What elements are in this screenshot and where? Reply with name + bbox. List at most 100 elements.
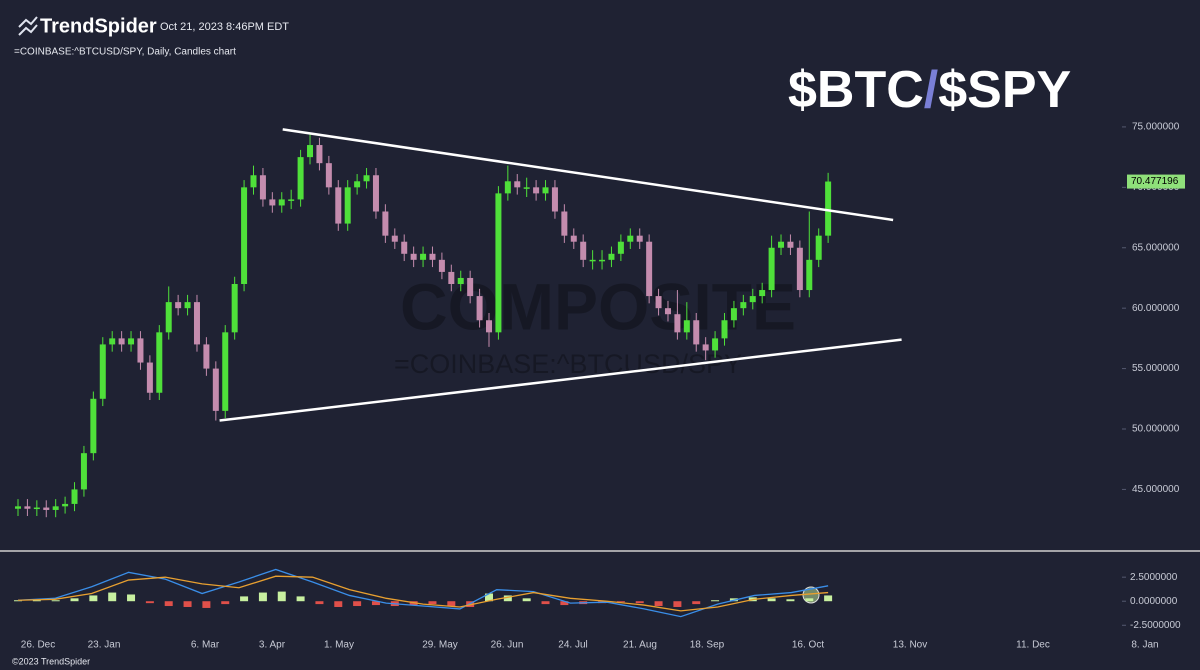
candle-body [580, 241, 587, 260]
macd-histogram-bar [711, 600, 720, 602]
candle-body [570, 235, 577, 242]
candle-body [165, 302, 172, 333]
candle-body [344, 187, 351, 224]
macd-histogram-bar [334, 601, 343, 607]
candle-body [193, 302, 200, 345]
candle-body [655, 296, 662, 309]
macd-histogram-bar [616, 601, 625, 603]
candle-body [448, 271, 455, 284]
macd-histogram-bar [692, 601, 701, 605]
candle-body [184, 302, 191, 309]
candle-body [778, 241, 785, 248]
macd-histogram-bar [522, 598, 531, 602]
macd-histogram-bar [767, 598, 776, 602]
candle-body [231, 284, 238, 333]
macd-y-tick-label: -2.5000000 [1130, 620, 1181, 631]
x-tick-label: 3. Apr [259, 640, 286, 651]
macd-histogram-bar [145, 601, 154, 604]
macd-y-tick-label: 0.0000000 [1130, 596, 1178, 607]
footer: ©2023 TrendSpider [12, 656, 90, 666]
y-tick-label: 75.000000 [1132, 122, 1180, 133]
macd-histogram-bar [89, 595, 98, 602]
title-part: / [924, 61, 938, 119]
y-tick-label: 50.000000 [1132, 424, 1180, 435]
candle-body [674, 314, 681, 333]
candle-body [787, 241, 794, 248]
candle-body [146, 362, 153, 393]
candle-body [815, 235, 822, 260]
candle-body [693, 320, 700, 345]
candle-body [80, 453, 87, 490]
symbol-line: =COINBASE:^BTCUSD/SPY, Daily, Candles ch… [14, 47, 236, 58]
x-tick-label: 16. Oct [792, 640, 824, 651]
candle-body [806, 259, 813, 291]
macd-histogram-bar [673, 601, 682, 607]
candle-body [486, 320, 492, 333]
logo-icon [18, 16, 38, 36]
macd-histogram-bar [296, 596, 305, 602]
candle-body [175, 302, 182, 309]
candle-body [683, 320, 690, 333]
candle-body [476, 296, 483, 321]
candle-body [222, 332, 229, 411]
candle-body [467, 277, 474, 297]
x-tick-label: 26. Jun [491, 640, 524, 651]
x-tick-label: 13. Nov [893, 640, 927, 651]
candle-body [702, 344, 709, 351]
macd-histogram-bar [258, 592, 267, 602]
title-part: $BTC [788, 61, 924, 119]
candle-body [599, 259, 606, 262]
candle-body [391, 235, 398, 242]
y-tick-label: 45.000000 [1132, 484, 1180, 495]
candle-body [33, 507, 40, 510]
candle-body [627, 235, 634, 242]
x-tick-label: 21. Aug [623, 640, 657, 651]
macd-histogram-bar [447, 601, 456, 607]
candle-body [297, 157, 304, 200]
macd-histogram-bar [503, 595, 512, 602]
candle-body [740, 302, 747, 309]
candle-body [203, 344, 210, 369]
last-price-label: 70.477196 [1131, 176, 1179, 187]
x-tick-label: 8. Jan [1131, 640, 1158, 651]
candle-body [401, 241, 408, 254]
watermark: COMPOSITE [400, 269, 796, 343]
last-price-box [1127, 174, 1185, 189]
y-tick-label: 65.000000 [1132, 242, 1180, 253]
macd-histogram-bar [51, 600, 60, 602]
candle-body [15, 506, 21, 509]
candle-body [533, 187, 540, 194]
title-part: $SPY [938, 61, 1071, 119]
candle-body [429, 253, 436, 260]
x-tick-label: 29. May [422, 640, 458, 651]
macd-histogram-bar [485, 593, 493, 602]
x-tick-label: 26. Dec [21, 640, 55, 651]
candle-body [382, 211, 389, 236]
candle-body [118, 338, 125, 345]
candle-body [664, 308, 671, 315]
x-tick-label: 6. Mar [191, 640, 220, 651]
candle-body [90, 398, 97, 454]
candle-body [420, 253, 427, 260]
candle-body [128, 338, 135, 345]
candle-body [241, 187, 248, 284]
macd-histogram-bar [127, 594, 136, 602]
macd-histogram-bar [541, 601, 550, 605]
candle-body [608, 253, 615, 260]
candle-body [768, 247, 775, 291]
candle-body [617, 241, 624, 254]
macd-line [17, 575, 829, 612]
candle-body [250, 175, 257, 188]
macd-histogram-bar [353, 601, 362, 607]
macd-histogram-bar [560, 601, 569, 606]
candle-body [325, 163, 332, 188]
candle-body [24, 506, 31, 509]
macd-histogram-bar [654, 601, 663, 607]
candle-body [43, 507, 50, 510]
macd-y-tick-label: 2.5000000 [1130, 572, 1178, 583]
y-tick-label: 60.000000 [1132, 303, 1180, 314]
macd-histogram-bar [164, 601, 173, 607]
candle-body [759, 290, 766, 297]
